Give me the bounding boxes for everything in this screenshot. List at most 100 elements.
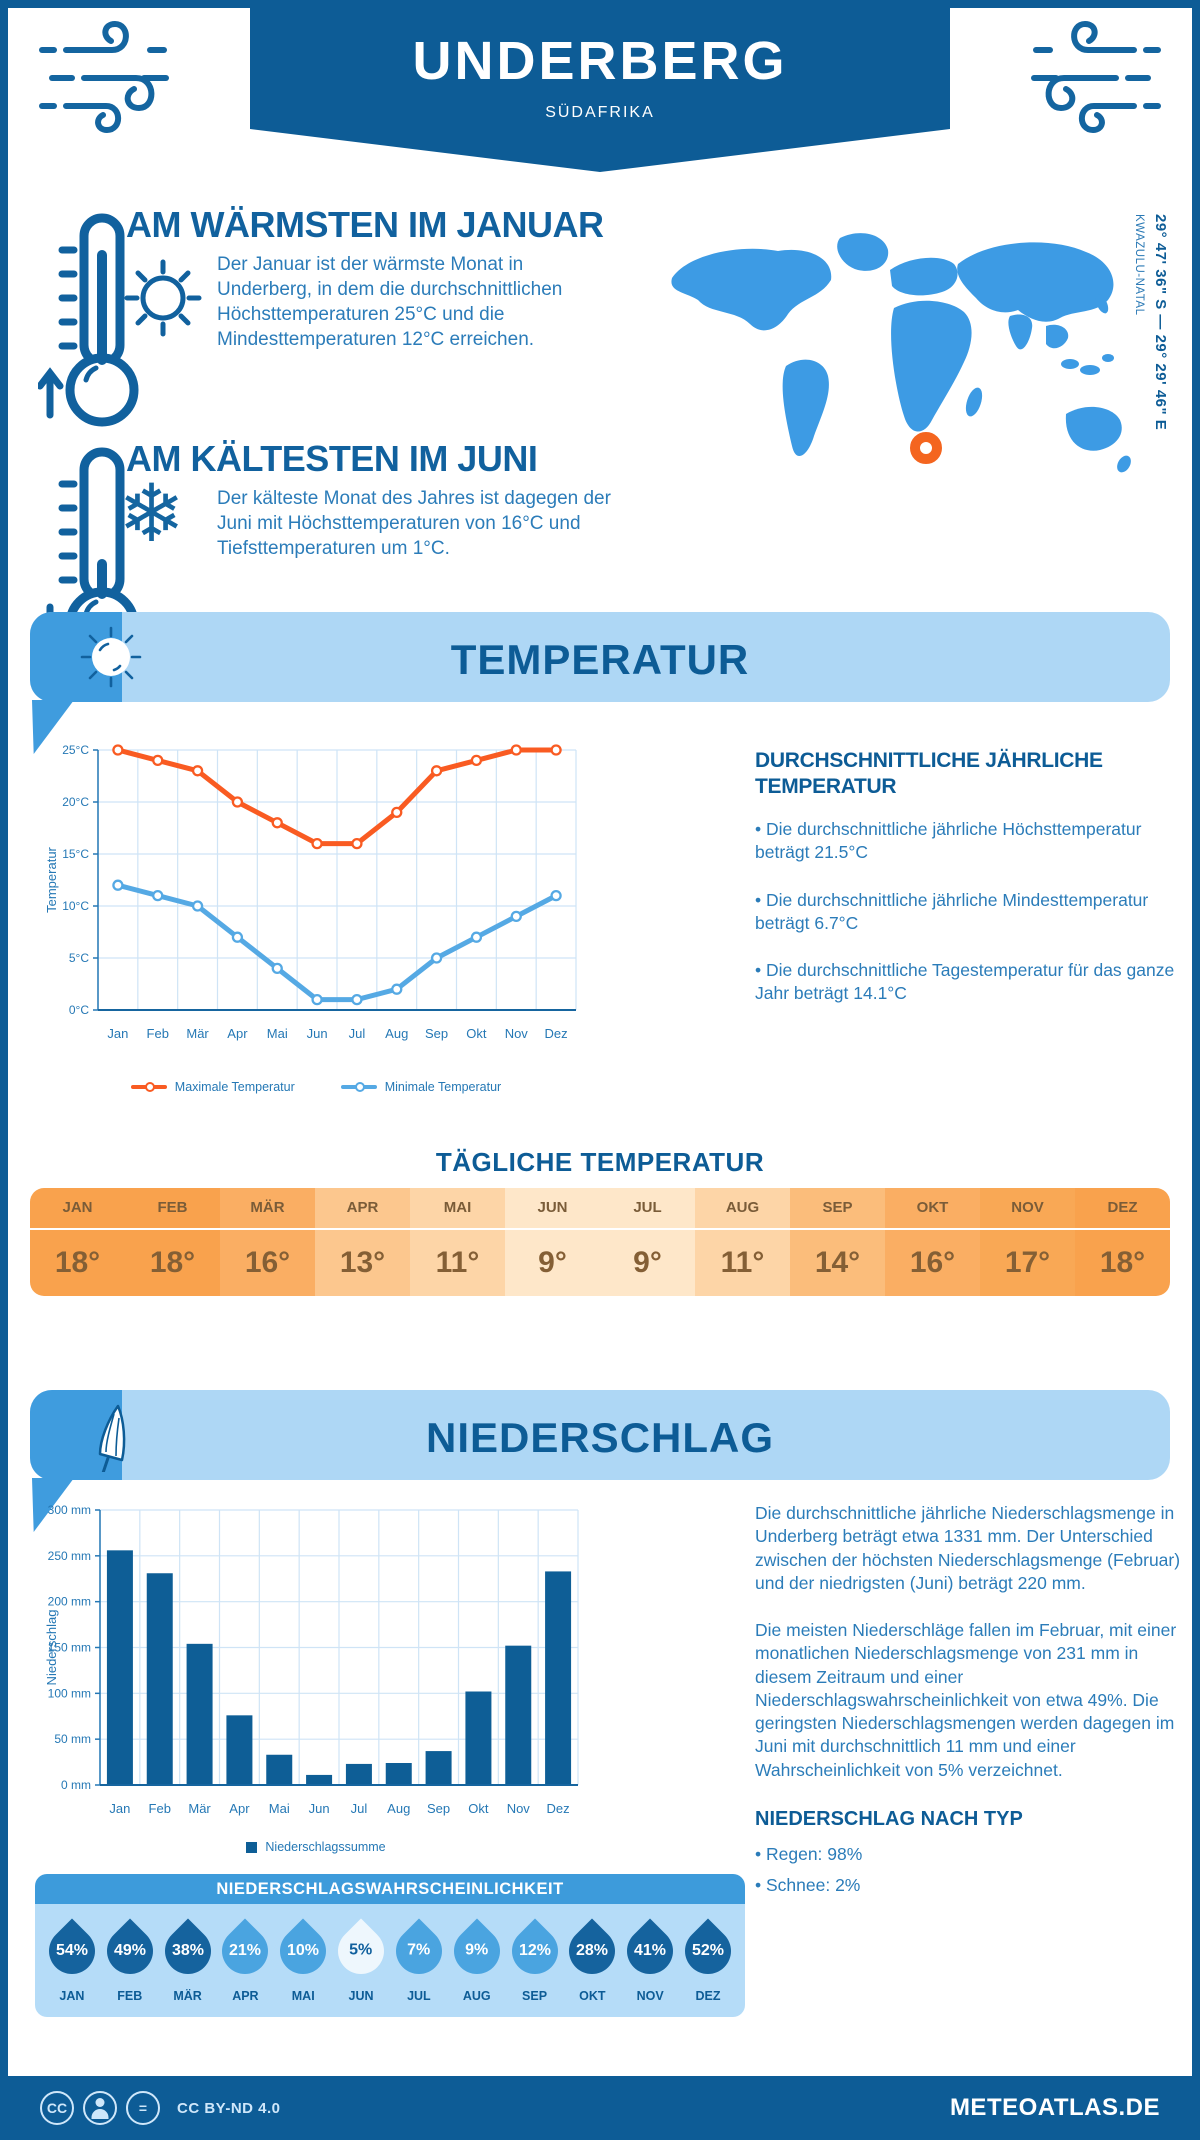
legend-label: Maximale Temperatur	[174, 1080, 295, 1094]
legend-marker	[130, 1082, 167, 1092]
probability-title: NIEDERSCHLAGSWAHRSCHEINLICHKEIT	[35, 1874, 745, 1904]
by-type-title: NIEDERSCHLAG NACH TYP	[755, 1807, 1023, 1830]
probability-item: 7% JUL	[386, 1918, 452, 2003]
data-point	[271, 962, 283, 975]
svg-text:Apr: Apr	[229, 1801, 250, 1816]
probability-value: 38%	[171, 1942, 204, 1959]
bar	[505, 1645, 532, 1785]
no-derivatives-icon: =	[126, 2091, 160, 2125]
probability-item: 5% JUN	[328, 1918, 394, 2003]
probability-month-label: FEB	[117, 1989, 143, 2003]
header-banner: UNDERBERG SÜDAFRIKA	[250, 0, 950, 172]
bar	[306, 1774, 333, 1785]
data-point	[510, 744, 522, 756]
svg-text:Feb: Feb	[147, 1026, 169, 1041]
probability-value: 5%	[349, 1942, 373, 1959]
probability-month-label: AUG	[462, 1989, 491, 2003]
svg-text:200 mm: 200 mm	[48, 1595, 91, 1609]
daily-temp-value: 14°	[814, 1246, 861, 1279]
legend-marker	[340, 1082, 377, 1092]
probability-item: 54% JAN	[39, 1918, 105, 2003]
svg-text:Jun: Jun	[307, 1026, 328, 1041]
svg-text:0°C: 0°C	[69, 1003, 89, 1017]
data-point	[271, 817, 283, 829]
precipitation-bar-chart: 0 mm 50 mm 100 mm 150 mm 200 mm 250 mm 300 mm N…	[44, 1503, 579, 1816]
probability-month-label: MAI	[291, 1989, 315, 2003]
svg-text:Dez: Dez	[547, 1801, 570, 1816]
svg-text:Jan: Jan	[109, 1801, 130, 1816]
data-point	[470, 754, 483, 767]
daily-temp-value: 18°	[54, 1246, 101, 1279]
by-type-bullets: • Regen: 98% • Schnee: 2%	[755, 1843, 1187, 1898]
daily-month-label: APR	[315, 1188, 410, 1230]
bar	[226, 1715, 253, 1785]
precipitation-chart-legend: Niederschlagssumme	[42, 1840, 590, 1854]
daily-temp-cell: APR 13°	[315, 1188, 410, 1296]
droplet-icon: 12%	[502, 1918, 568, 1984]
data-point	[311, 993, 323, 1006]
daily-month-label: JAN	[30, 1188, 125, 1230]
legend-label: Niederschlagssumme	[265, 1840, 386, 1854]
precipitation-banner: NIEDERSCHLAG	[30, 1390, 1170, 1532]
wind-icon	[1031, 20, 1161, 134]
by-type-bullet: • Schnee: 2%	[755, 1874, 861, 1895]
page-title: UNDERBERG	[412, 31, 788, 91]
svg-text:15°C: 15°C	[62, 847, 89, 861]
svg-text:Mai: Mai	[269, 1801, 290, 1816]
svg-text:Okt: Okt	[466, 1026, 487, 1041]
svg-text:0 mm: 0 mm	[61, 1778, 91, 1792]
probability-value: 49%	[113, 1942, 146, 1959]
daily-month-label: SEP	[790, 1188, 885, 1230]
daily-temp-value: 11°	[435, 1246, 480, 1279]
coldest-title: AM KÄLTESTEN IM JUNI	[126, 438, 538, 479]
probability-item: 21% APR	[212, 1918, 278, 2003]
warmest-title: AM WÄRMSTEN IM JANUAR	[126, 204, 604, 245]
probability-month-label: JAN	[59, 1989, 85, 2003]
svg-text:Aug: Aug	[387, 1801, 410, 1816]
legend-marker	[246, 1841, 258, 1853]
probability-month-label: JUL	[407, 1989, 431, 2003]
data-point	[430, 952, 443, 964]
daily-temp-cell: JUL 9°	[600, 1188, 695, 1296]
bar	[465, 1691, 492, 1785]
bar	[106, 1550, 133, 1785]
probability-month-label: DEZ	[695, 1989, 721, 2003]
bar	[146, 1573, 173, 1785]
svg-text:Aug: Aug	[385, 1026, 408, 1041]
daily-temp-cell: JUN 9°	[505, 1188, 600, 1296]
probability-item: 38% MÄR	[155, 1918, 221, 2003]
daily-temp-cell: FEB 18°	[125, 1188, 220, 1296]
annual-temp-bullets: • Die durchschnittliche jährliche Höchst…	[755, 818, 1175, 1030]
probability-month-label: APR	[232, 1989, 259, 2003]
precipitation-banner-title: NIEDERSCHLAG	[425, 1414, 775, 1461]
precipitation-probability-panel: NIEDERSCHLAGSWAHRSCHEINLICHKEIT 54% JAN 49…	[35, 1874, 745, 2017]
probability-value: 10%	[287, 1942, 320, 1959]
probability-value: 28%	[576, 1942, 609, 1959]
svg-text:Sep: Sep	[425, 1026, 448, 1041]
data-point	[152, 889, 164, 902]
svg-text:Temperatur: Temperatur	[44, 846, 59, 912]
license-label: CC BY-ND 4.0	[177, 2099, 281, 2117]
site-name: METEOATLAS.DE	[949, 2094, 1160, 2121]
temperature-chart-legend: Maximale Temperatur Minimale Temperatur	[42, 1080, 590, 1094]
page-subtitle: SÜDAFRIKA	[545, 104, 655, 121]
daily-temp-cell: MÄR 16°	[220, 1188, 315, 1296]
probability-item: 49% FEB	[97, 1918, 163, 2003]
daily-month-label: FEB	[125, 1188, 220, 1230]
droplet-icon: 38%	[155, 1918, 221, 1984]
probability-month-label: JUN	[348, 1989, 374, 2003]
daily-temp-cell: MAI 11°	[410, 1188, 505, 1296]
droplet-icon: 54%	[39, 1918, 105, 1984]
footer-bar: CC = CC BY-ND 4.0 METEOATLAS.DE	[0, 2076, 1200, 2140]
svg-text:Jul: Jul	[349, 1026, 366, 1041]
svg-text:300 mm: 300 mm	[48, 1503, 91, 1517]
legend-item: Niederschlagssumme	[246, 1840, 386, 1854]
svg-text:Niederschlag: Niederschlag	[44, 1610, 59, 1686]
probability-value: 41%	[634, 1942, 667, 1959]
daily-month-label: JUN	[505, 1188, 600, 1230]
cc-icon: CC	[40, 2091, 74, 2125]
droplet-icon: 5%	[328, 1918, 394, 1984]
daily-temp-value: 17°	[1004, 1246, 1051, 1279]
location-marker	[910, 432, 942, 464]
